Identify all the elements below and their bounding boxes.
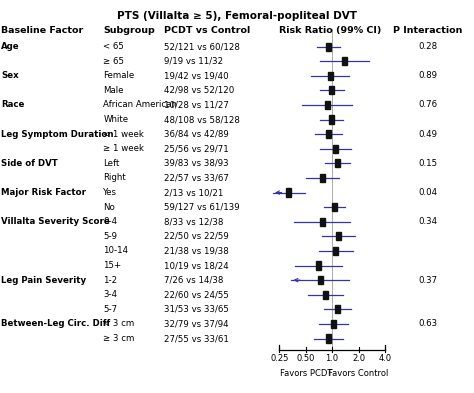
Bar	[320, 218, 325, 226]
Text: Race: Race	[1, 101, 24, 110]
Text: White: White	[103, 115, 128, 124]
Text: 3-4: 3-4	[103, 290, 118, 299]
Text: Risk Ratio (99% CI): Risk Ratio (99% CI)	[279, 26, 381, 35]
Text: 19/42 vs 19/40: 19/42 vs 19/40	[164, 71, 228, 80]
Text: 4.0: 4.0	[379, 354, 392, 364]
Bar	[335, 159, 340, 167]
Text: Left: Left	[103, 159, 120, 168]
Text: 1-2: 1-2	[103, 275, 118, 285]
Text: 32/79 vs 37/94: 32/79 vs 37/94	[164, 320, 228, 329]
Bar	[331, 320, 336, 328]
Bar	[336, 232, 341, 241]
Text: 52/121 vs 60/128: 52/121 vs 60/128	[164, 42, 239, 51]
Bar	[329, 116, 334, 124]
Text: PCDT vs Control: PCDT vs Control	[164, 26, 250, 35]
Text: Between-Leg Circ. Diff: Between-Leg Circ. Diff	[1, 320, 110, 329]
Text: 2.0: 2.0	[352, 354, 365, 364]
Text: Yes: Yes	[103, 188, 118, 197]
Text: < 1 week: < 1 week	[103, 130, 144, 139]
Text: 22/60 vs 24/55: 22/60 vs 24/55	[164, 290, 228, 299]
Bar	[332, 203, 337, 211]
Text: 27/55 vs 33/61: 27/55 vs 33/61	[164, 334, 228, 343]
Bar	[320, 174, 325, 182]
Text: 5-7: 5-7	[103, 305, 118, 314]
Text: 0.34: 0.34	[418, 217, 437, 226]
Text: Age: Age	[1, 42, 19, 51]
Text: Right: Right	[103, 173, 126, 182]
Text: 0.37: 0.37	[418, 275, 437, 285]
Bar	[328, 72, 333, 80]
Text: Side of DVT: Side of DVT	[1, 159, 58, 168]
Bar	[326, 130, 331, 138]
Bar	[318, 276, 322, 284]
Text: Sex: Sex	[1, 71, 18, 80]
Text: Favors Control: Favors Control	[328, 369, 389, 378]
Text: Leg Pain Severity: Leg Pain Severity	[1, 275, 86, 285]
Bar	[329, 86, 334, 94]
Text: 31/53 vs 33/65: 31/53 vs 33/65	[164, 305, 228, 314]
Text: Major Risk Factor: Major Risk Factor	[1, 188, 86, 197]
Text: No: No	[103, 203, 115, 212]
Text: African American: African American	[103, 101, 177, 110]
Bar	[323, 291, 328, 299]
Bar	[316, 261, 321, 270]
Bar	[335, 305, 340, 314]
Text: 42/98 vs 52/120: 42/98 vs 52/120	[164, 86, 234, 95]
Bar	[327, 42, 331, 51]
Text: 0.76: 0.76	[418, 101, 437, 110]
Text: 22/50 vs 22/59: 22/50 vs 22/59	[164, 232, 228, 241]
Bar	[342, 57, 347, 65]
Text: 5-9: 5-9	[103, 232, 118, 241]
Text: 59/127 vs 61/139: 59/127 vs 61/139	[164, 203, 239, 212]
Text: Villalta Severity Score: Villalta Severity Score	[1, 217, 109, 226]
Text: 0.89: 0.89	[418, 71, 437, 80]
Text: 36/84 vs 42/89: 36/84 vs 42/89	[164, 130, 228, 139]
Text: 1.0: 1.0	[326, 354, 339, 364]
Text: 21/38 vs 19/38: 21/38 vs 19/38	[164, 246, 228, 255]
Text: 39/83 vs 38/93: 39/83 vs 38/93	[164, 159, 228, 168]
Text: ≥ 1 week: ≥ 1 week	[103, 144, 144, 153]
Text: P Interaction: P Interaction	[393, 26, 462, 35]
Text: 0.50: 0.50	[297, 354, 315, 364]
Text: 10-14: 10-14	[103, 246, 128, 255]
Text: 10/19 vs 18/24: 10/19 vs 18/24	[164, 261, 228, 270]
Text: 2/13 vs 10/21: 2/13 vs 10/21	[164, 188, 223, 197]
Text: ≥ 65: ≥ 65	[103, 57, 124, 66]
Bar	[333, 145, 338, 153]
Text: Male: Male	[103, 86, 124, 95]
Text: 25/56 vs 29/71: 25/56 vs 29/71	[164, 144, 228, 153]
Text: 0.28: 0.28	[418, 42, 437, 51]
Text: Leg Symptom Duration: Leg Symptom Duration	[1, 130, 113, 139]
Text: ≥ 3 cm: ≥ 3 cm	[103, 334, 135, 343]
Text: Subgroup: Subgroup	[103, 26, 155, 35]
Bar	[286, 189, 291, 196]
Text: 48/108 vs 58/128: 48/108 vs 58/128	[164, 115, 239, 124]
Text: < 65: < 65	[103, 42, 124, 51]
Text: PTS (Villalta ≥ 5), Femoral-popliteal DVT: PTS (Villalta ≥ 5), Femoral-popliteal DV…	[117, 11, 357, 21]
Text: 0.49: 0.49	[418, 130, 437, 139]
Text: 8/33 vs 12/38: 8/33 vs 12/38	[164, 217, 223, 226]
Text: 0.63: 0.63	[418, 320, 437, 329]
Bar	[333, 247, 338, 255]
Text: 9/19 vs 11/32: 9/19 vs 11/32	[164, 57, 223, 66]
Text: Favors PCDT: Favors PCDT	[280, 369, 332, 378]
Text: 15+: 15+	[103, 261, 122, 270]
Text: Baseline Factor: Baseline Factor	[1, 26, 83, 35]
Text: 0.04: 0.04	[418, 188, 437, 197]
Text: 22/57 vs 33/67: 22/57 vs 33/67	[164, 173, 228, 182]
Text: 7/26 vs 14/38: 7/26 vs 14/38	[164, 275, 223, 285]
Bar	[325, 101, 329, 109]
Text: < 3 cm: < 3 cm	[103, 320, 135, 329]
Text: 0.15: 0.15	[418, 159, 437, 168]
Text: Female: Female	[103, 71, 135, 80]
Bar	[326, 334, 331, 343]
Text: 10/28 vs 11/27: 10/28 vs 11/27	[164, 101, 228, 110]
Text: 0-4: 0-4	[103, 217, 118, 226]
Text: 0.25: 0.25	[270, 354, 289, 364]
